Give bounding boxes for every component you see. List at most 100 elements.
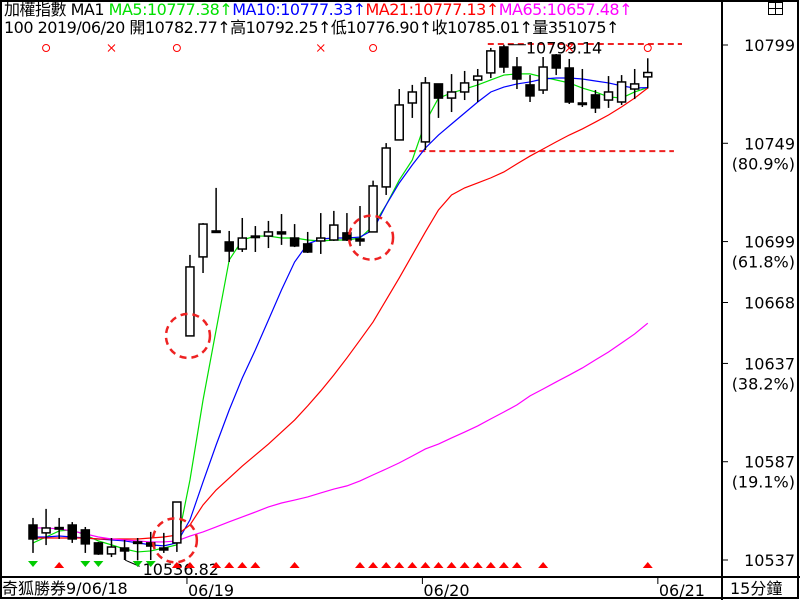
candle [355,205,365,246]
ma-line-ma5 [32,73,648,553]
y-tick-label: 10587 [744,453,795,472]
candle-body [28,524,38,540]
candle [276,214,287,245]
buy-signal-triangle-icon [237,562,248,568]
candle-body [263,231,274,237]
sell-signal-triangle-icon [145,561,156,567]
signal-cross-icon [565,44,574,52]
candle-body [41,527,51,534]
candle-body [67,524,77,540]
ma10-value: MA10:10777.33↑ [232,0,366,19]
x-tick-label: 06/21 [659,581,705,600]
candle [329,210,339,241]
signal-circle-icon [42,44,51,52]
candle [145,531,156,560]
candle-body [446,91,457,99]
buy-signal-triangle-icon [355,562,365,568]
candle [132,537,143,561]
signal-cross-icon [316,44,325,52]
candle-body [486,50,496,74]
candle [512,56,522,90]
candle-body [211,230,221,234]
candle-body [119,547,130,552]
candle [250,226,261,252]
y-tick-fib-label: (80.9%) [732,154,795,173]
candle-body [106,546,117,555]
candle-body [289,237,300,247]
buy-signal-triangle-icon [289,562,300,568]
candle [643,58,653,89]
candle [302,231,313,253]
buy-signal-triangle-icon [250,562,261,568]
candle [316,213,326,254]
candle [381,143,391,195]
buy-signal-triangle-icon [511,562,522,568]
buy-signal-triangle-icon [446,562,457,568]
candle [342,213,352,241]
candle-body [472,75,483,81]
candle [106,537,117,558]
candle [172,501,182,552]
candle-body [342,232,352,241]
y-tick-label: 10749 [744,134,795,153]
candle-body [54,526,64,530]
highlight-circle [151,517,199,564]
candle-body [381,147,391,188]
candle-body [276,231,287,235]
buy-signal-triangle-icon [224,562,235,568]
buy-signal-triangle-icon [433,562,444,568]
buy-signal-triangle-icon [211,562,222,568]
candle-body [80,529,91,545]
candle [629,68,640,100]
candle [211,187,221,234]
buy-signal-triangle-icon [407,562,418,568]
candle [420,77,431,150]
candle [446,74,457,113]
buy-signal-triangle-icon [472,562,483,568]
candle [41,508,51,546]
candle-body [159,547,169,551]
candle [525,75,535,103]
candle [368,180,378,233]
candle [616,75,627,105]
candle [472,68,483,103]
candle [28,517,38,553]
candle [499,44,509,73]
timeframe-label[interactable]: 15分鐘 [730,579,783,598]
ma21-value: MA21:10777.13↑ [365,0,499,19]
candle [119,539,130,560]
signal-circle-icon [643,44,652,52]
candle-body [368,185,378,233]
buy-signal-triangle-icon [381,562,392,568]
candle-body [538,66,548,91]
sell-signal-triangle-icon [28,561,38,567]
candle [93,541,104,555]
candle-body [172,501,182,544]
buy-signal-triangle-icon [485,562,496,568]
candle [67,522,77,543]
candle [263,220,274,249]
buy-signal-triangle-icon [368,562,379,568]
sell-signal-triangle-icon [80,561,91,567]
y-tick-label: 10699 [744,233,795,252]
signal-circle-icon [369,44,378,52]
ma-line-ma65 [33,322,649,543]
ohlc-header: 100 2019/06/20 開10782.77↑高10792.25↑低1077… [4,18,619,37]
candle-body [132,541,143,545]
x-tick-label: 06/19 [188,581,234,600]
candle [459,70,470,101]
candle-body [577,102,588,106]
buy-signal-triangle-icon [538,562,549,568]
highlight-circle [164,312,212,360]
candle-body [185,266,195,337]
buy-signal-triangle-icon [394,562,405,568]
ma-line-ma10 [33,77,648,547]
buy-signal-triangle-icon [642,562,653,568]
candle-body [525,84,535,97]
candle [394,89,404,141]
candle-body [433,83,444,99]
highlight-circle [347,214,395,261]
window-restore-icon[interactable] [768,2,783,15]
candle-body [420,82,431,143]
